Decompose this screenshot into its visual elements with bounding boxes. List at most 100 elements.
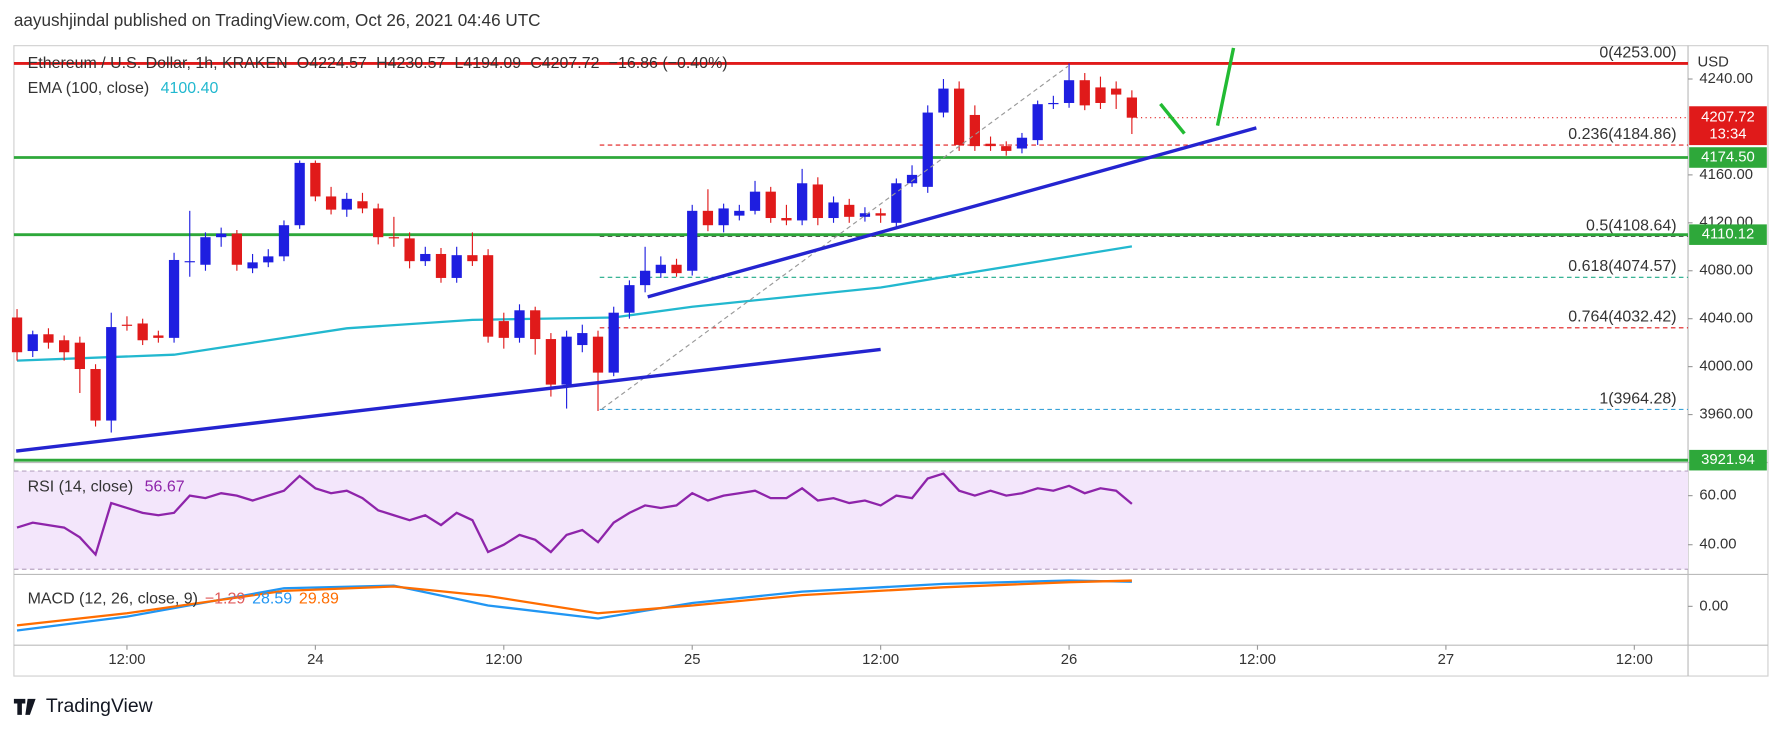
last-price-label: 4207.72 — [1701, 110, 1755, 126]
candle-body — [168, 259, 180, 338]
candle-body — [639, 270, 651, 286]
candle-body — [1095, 87, 1106, 103]
candle-body — [1111, 88, 1122, 95]
price-tag — [1689, 224, 1767, 245]
candle-body — [231, 233, 243, 265]
ema-legend: EMA (100, close) 4100.40 — [28, 80, 219, 97]
x-tick-label: 27 — [1438, 652, 1455, 668]
rsi-legend: RSI (14, close) 56.67 — [28, 479, 185, 496]
candle-body — [247, 262, 258, 269]
ema-line — [16, 245, 1133, 362]
y-tick-label: 3960.00 — [1699, 406, 1753, 422]
candle-body — [106, 327, 117, 421]
brand-name: TradingView — [46, 695, 154, 717]
candle-body — [781, 218, 792, 221]
candle-body — [671, 264, 682, 274]
candle-body — [121, 324, 133, 326]
macd-line — [16, 579, 1132, 627]
candle-body — [545, 339, 557, 385]
candle-body — [27, 334, 38, 352]
candle-body — [796, 183, 808, 221]
candle-body — [373, 208, 384, 238]
candle-body — [420, 253, 431, 262]
candle-body — [906, 174, 918, 184]
candle-body — [137, 323, 148, 341]
y-tick-label: 40.00 — [1699, 537, 1736, 553]
candle-body — [43, 334, 54, 343]
ohlc-value: L4194.09 — [454, 55, 521, 72]
ema-name: EMA (100, close) — [28, 80, 150, 97]
candle-body — [59, 340, 70, 353]
y-tick-label: 60.00 — [1699, 488, 1736, 504]
candle-body — [702, 210, 714, 226]
candle-body — [749, 191, 761, 211]
macd-value: −1.29 — [205, 591, 246, 608]
candle-body — [325, 196, 337, 210]
publisher-line: aayushjindal published on TradingView.co… — [14, 11, 541, 30]
candle-body — [278, 225, 290, 257]
candle-body — [498, 321, 509, 338]
price-tag — [1689, 449, 1767, 471]
candle-body — [294, 162, 305, 226]
change-value: −16.86 (−0.40%) — [609, 55, 728, 72]
candle-body — [734, 210, 745, 216]
candle-body — [655, 264, 666, 274]
candle-body — [592, 336, 604, 373]
candle-body — [263, 256, 274, 263]
candle-body — [1079, 80, 1090, 106]
candle-body — [74, 342, 85, 370]
candle-body — [828, 202, 839, 219]
candle-body — [467, 255, 478, 262]
arrow-annotation — [1159, 102, 1186, 135]
fib-label: 0.618(4074.57) — [1568, 258, 1676, 275]
symbol-legend: Ethereum / U.S. Dollar, 1h, KRAKEN O4224.… — [28, 55, 728, 72]
rsi-band — [13, 471, 1689, 570]
candle-body — [310, 162, 321, 197]
rsi-line — [16, 472, 1133, 557]
candle-body — [859, 213, 871, 217]
candle-body — [482, 255, 494, 337]
x-tick-label: 24 — [307, 652, 323, 668]
macd-legend: MACD (12, 26, close, 9) −1.29 28.59 29.89 — [28, 591, 339, 608]
candle-body — [200, 237, 211, 265]
candle-body — [561, 336, 572, 385]
trendline — [647, 126, 1257, 299]
candle-body — [577, 333, 588, 346]
price-tag-label: 4110.12 — [1702, 227, 1755, 243]
fib-diagonal — [601, 65, 1069, 410]
candle-body — [451, 255, 462, 278]
fib-label: 0.236(4184.86) — [1568, 126, 1676, 143]
macd-value: 28.59 — [252, 591, 292, 608]
candle-body — [341, 198, 352, 210]
candle-body — [891, 183, 902, 223]
ohlc-value: O4224.57 — [297, 55, 367, 72]
candle-body — [90, 369, 101, 421]
candle-body — [435, 253, 447, 278]
macd-name: MACD (12, 26, close, 9) — [28, 591, 198, 608]
fib-label: 0.764(4032.42) — [1568, 309, 1676, 326]
candle-body — [388, 237, 400, 239]
y-tick-label: 4240.00 — [1699, 71, 1753, 87]
y-tick-label: 4080.00 — [1699, 263, 1753, 279]
macd-value: 29.89 — [299, 591, 339, 608]
rsi-value: 56.67 — [145, 479, 185, 496]
ohlc-value: H4230.57 — [376, 55, 445, 72]
ohlc-value: C4207.72 — [530, 55, 599, 72]
candle-body — [608, 312, 619, 373]
candle-body — [844, 204, 855, 217]
x-tick-label: 12:00 — [862, 652, 899, 668]
fib-label: 0(4253.00) — [1599, 44, 1676, 61]
x-tick-label: 26 — [1061, 652, 1078, 668]
candle-body — [969, 114, 980, 147]
y-tick-label: 4040.00 — [1699, 311, 1753, 327]
price-tag-label: 4174.50 — [1701, 149, 1755, 165]
candle-body — [404, 238, 415, 262]
fib-label: 0.5(4108.64) — [1586, 217, 1677, 234]
currency-label: USD — [1697, 55, 1728, 71]
x-tick-label: 12:00 — [108, 652, 145, 668]
rsi-name: RSI (14, close) — [28, 479, 134, 496]
candle-body — [985, 143, 996, 147]
candle-body — [216, 233, 227, 238]
candle-body — [530, 310, 541, 340]
candle-body — [1016, 137, 1028, 149]
